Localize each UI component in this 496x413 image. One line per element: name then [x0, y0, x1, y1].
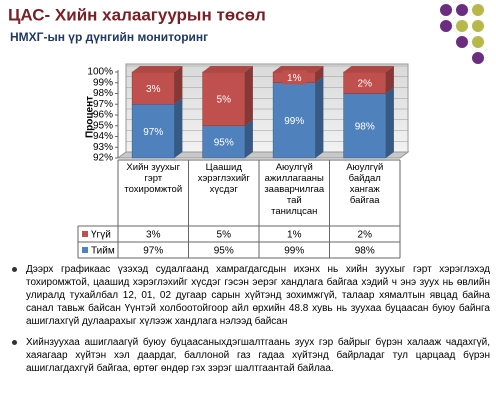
- y-tick-label: 98%: [93, 88, 113, 99]
- data-label: 1%: [287, 73, 302, 84]
- data-label: 2%: [358, 78, 373, 89]
- table-value: 99%: [284, 246, 304, 257]
- bar-side: [244, 119, 253, 158]
- bar-side: [244, 66, 253, 126]
- data-label: 3%: [146, 84, 161, 95]
- decor-dots: [440, 4, 484, 64]
- data-label: 97%: [143, 127, 163, 138]
- bar-segment: 3%: [131, 66, 183, 105]
- y-tick-label: 100%: [87, 67, 113, 78]
- table-value: 95%: [214, 246, 234, 257]
- bullet-list: Дээрх графикаас үзэхэд судалгаанд хамраг…: [8, 263, 490, 383]
- bar-segment: 97%: [131, 98, 183, 159]
- bar-side: [385, 87, 394, 158]
- data-label-box: [211, 134, 236, 149]
- bar-segment: 98%: [343, 87, 394, 159]
- bar-segment: 2%: [343, 66, 394, 94]
- x-category-label: Аюулгүй ажиллагааны зааварчилгаа тай тан…: [264, 162, 325, 217]
- legend-label: Үгүй: [91, 230, 111, 241]
- table-value: 5%: [217, 230, 232, 241]
- bar-side: [174, 98, 183, 158]
- bar-side: [385, 66, 394, 94]
- data-label: 98%: [355, 121, 375, 132]
- chart: ЦАС- Хийн халаагуурын төсөл НМХГ-ын үр д…: [8, 4, 484, 259]
- y-tick-label: 93%: [93, 142, 113, 153]
- y-tick-label: 99%: [93, 77, 113, 88]
- table-value: 1%: [287, 230, 302, 241]
- table-value: 98%: [355, 246, 375, 257]
- bar-segment: 5%: [202, 66, 253, 126]
- legend-label: Тийм: [91, 246, 115, 257]
- data-label-box: [211, 91, 236, 106]
- data-label: 95%: [214, 138, 234, 149]
- bar-side: [174, 66, 183, 105]
- data-label-box: [282, 113, 307, 128]
- y-tick-label: 92%: [93, 153, 113, 164]
- table-value: 97%: [143, 246, 163, 257]
- legend-key: [82, 231, 88, 237]
- data-label-box: [141, 124, 166, 139]
- table-value: 2%: [358, 230, 373, 241]
- bar-segment: 99%: [272, 76, 324, 159]
- slide-subtitle: НМХГ-ын үр дүнгийн мониторинг: [10, 30, 208, 44]
- slide-title: ЦАС- Хийн халаагуурын төсөл: [8, 5, 266, 24]
- y-tick-label: 96%: [93, 110, 113, 121]
- bar-top: [132, 66, 183, 72]
- bar-top: [343, 66, 394, 72]
- y-tick-label: 97%: [93, 99, 113, 110]
- y-axis-title: Процент: [85, 96, 96, 138]
- table-value: 3%: [146, 230, 161, 241]
- x-category-label: Аюулгүй байдал хангаж байгаа: [346, 162, 384, 206]
- bar-top: [202, 66, 253, 72]
- bar-side: [315, 66, 324, 83]
- data-label: 5%: [217, 95, 232, 106]
- bullet-item: Дээрх графикаас үзэхэд судалгаанд хамраг…: [8, 263, 490, 328]
- bar-segment: 1%: [272, 66, 324, 85]
- y-tick-label: 95%: [93, 120, 113, 131]
- data-label-box: [352, 118, 377, 133]
- y-tick-label: 94%: [93, 131, 113, 142]
- bullet-item: Хийнзуухаа ашиглаагүй буюу буцаасаныхдэг…: [8, 336, 490, 375]
- legend-key: [82, 247, 88, 253]
- x-category-label: Хийн зуухыг гэрт тохиромжтой: [124, 162, 183, 195]
- data-label-box: [282, 70, 307, 85]
- data-label-box: [352, 75, 377, 90]
- data-label-box: [141, 81, 166, 96]
- x-category-label: Цаашид хэрэглэхийг хүсдэг: [197, 162, 250, 195]
- bar-side: [315, 76, 324, 158]
- data-label: 99%: [284, 116, 304, 127]
